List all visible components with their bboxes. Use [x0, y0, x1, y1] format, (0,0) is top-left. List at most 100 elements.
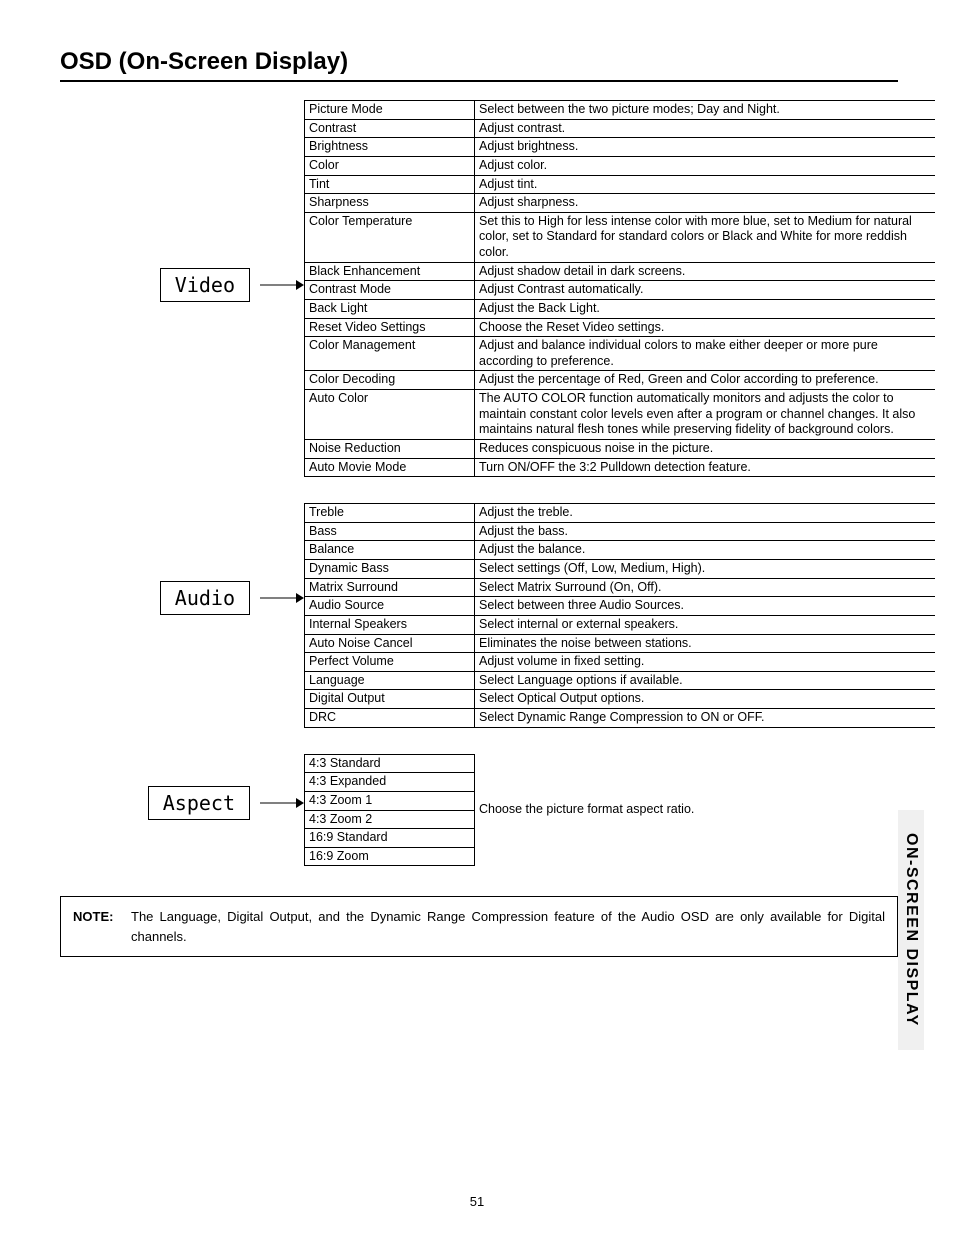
audio-table: TrebleAdjust the treble.BassAdjust the b…: [304, 503, 935, 728]
category-label-audio: Audio: [160, 581, 250, 615]
category-col: Aspect: [60, 754, 260, 852]
section-video: Video Picture ModeSelect between the two…: [60, 100, 898, 477]
table-row: TintAdjust tint.: [305, 175, 935, 194]
table-row: Picture ModeSelect between the two pictu…: [305, 101, 935, 120]
setting-desc: Choose the picture format aspect ratio.: [475, 754, 935, 866]
category-col: Video: [60, 100, 260, 470]
setting-desc: Select Language options if available.: [475, 671, 935, 690]
category-label-aspect: Aspect: [148, 786, 250, 820]
note-label: NOTE:: [73, 907, 131, 946]
table-row: Color TemperatureSet this to High for le…: [305, 212, 935, 262]
setting-name: Internal Speakers: [305, 615, 475, 634]
side-tab: ON-SCREEN DISPLAY: [898, 810, 924, 1050]
setting-desc: Select between the two picture modes; Da…: [475, 101, 935, 120]
setting-name: Contrast: [305, 119, 475, 138]
setting-desc: Adjust volume in fixed setting.: [475, 653, 935, 672]
table-row: ContrastAdjust contrast.: [305, 119, 935, 138]
page-title: OSD (On-Screen Display): [60, 48, 898, 82]
table-row: Digital OutputSelect Optical Output opti…: [305, 690, 935, 709]
table-row: TrebleAdjust the treble.: [305, 504, 935, 523]
setting-desc: Adjust color.: [475, 156, 935, 175]
setting-name: Color: [305, 156, 475, 175]
setting-name: Treble: [305, 504, 475, 523]
setting-name: Balance: [305, 541, 475, 560]
setting-desc: Adjust the Back Light.: [475, 299, 935, 318]
table-row: BrightnessAdjust brightness.: [305, 138, 935, 157]
table-row: Auto Noise CancelEliminates the noise be…: [305, 634, 935, 653]
table-row: SharpnessAdjust sharpness.: [305, 194, 935, 213]
setting-name: Auto Movie Mode: [305, 458, 475, 477]
table-row: Audio SourceSelect between three Audio S…: [305, 597, 935, 616]
setting-desc: Choose the Reset Video settings.: [475, 318, 935, 337]
setting-name: 4:3 Expanded: [305, 773, 475, 792]
setting-desc: Adjust shadow detail in dark screens.: [475, 262, 935, 281]
setting-name: Language: [305, 671, 475, 690]
side-tab-label: ON-SCREEN DISPLAY: [902, 833, 920, 1027]
setting-desc: Adjust tint.: [475, 175, 935, 194]
table-row: Dynamic BassSelect settings (Off, Low, M…: [305, 560, 935, 579]
setting-desc: Adjust the balance.: [475, 541, 935, 560]
note-text: The Language, Digital Output, and the Dy…: [131, 907, 885, 946]
setting-name: DRC: [305, 709, 475, 728]
page-number: 51: [0, 1194, 954, 1209]
setting-desc: Reduces conspicuous noise in the picture…: [475, 439, 935, 458]
setting-desc: Adjust Contrast automatically.: [475, 281, 935, 300]
video-table: Picture ModeSelect between the two pictu…: [304, 100, 935, 477]
table-row: LanguageSelect Language options if avail…: [305, 671, 935, 690]
setting-name: Back Light: [305, 299, 475, 318]
setting-desc: Adjust and balance individual colors to …: [475, 337, 935, 371]
setting-name: 16:9 Standard: [305, 829, 475, 848]
setting-name: 4:3 Zoom 2: [305, 810, 475, 829]
setting-desc: Adjust the bass.: [475, 522, 935, 541]
setting-desc: Turn ON/OFF the 3:2 Pulldown detection f…: [475, 458, 935, 477]
table-row: Perfect VolumeAdjust volume in fixed set…: [305, 653, 935, 672]
setting-name: Tint: [305, 175, 475, 194]
setting-name: Auto Color: [305, 390, 475, 440]
note-box: NOTE: The Language, Digital Output, and …: [60, 896, 898, 957]
table-row: Internal SpeakersSelect internal or exte…: [305, 615, 935, 634]
table-row: BalanceAdjust the balance.: [305, 541, 935, 560]
setting-name: 4:3 Zoom 1: [305, 791, 475, 810]
setting-desc: Select internal or external speakers.: [475, 615, 935, 634]
table-row: Back LightAdjust the Back Light.: [305, 299, 935, 318]
setting-name: Contrast Mode: [305, 281, 475, 300]
table-row: Reset Video SettingsChoose the Reset Vid…: [305, 318, 935, 337]
setting-name: Perfect Volume: [305, 653, 475, 672]
aspect-table: 4:3 StandardChoose the picture format as…: [304, 754, 935, 867]
setting-desc: Adjust the treble.: [475, 504, 935, 523]
setting-desc: Select Optical Output options.: [475, 690, 935, 709]
setting-desc: Select Dynamic Range Compression to ON o…: [475, 709, 935, 728]
setting-desc: Select settings (Off, Low, Medium, High)…: [475, 560, 935, 579]
setting-name: Auto Noise Cancel: [305, 634, 475, 653]
table-row: Auto ColorThe AUTO COLOR function automa…: [305, 390, 935, 440]
table-row: Noise ReductionReduces conspicuous noise…: [305, 439, 935, 458]
table-row: Contrast ModeAdjust Contrast automatical…: [305, 281, 935, 300]
setting-desc: Adjust the percentage of Red, Green and …: [475, 371, 935, 390]
arrow-icon: [260, 100, 304, 470]
table-row: 4:3 StandardChoose the picture format as…: [305, 754, 935, 773]
setting-desc: Adjust sharpness.: [475, 194, 935, 213]
setting-name: Dynamic Bass: [305, 560, 475, 579]
setting-desc: Adjust brightness.: [475, 138, 935, 157]
setting-name: Color Management: [305, 337, 475, 371]
setting-desc: Eliminates the noise between stations.: [475, 634, 935, 653]
section-aspect: Aspect 4:3 StandardChoose the picture fo…: [60, 754, 898, 867]
table-row: Color DecodingAdjust the percentage of R…: [305, 371, 935, 390]
section-audio: Audio TrebleAdjust the treble.BassAdjust…: [60, 503, 898, 728]
setting-name: Sharpness: [305, 194, 475, 213]
setting-name: Picture Mode: [305, 101, 475, 120]
setting-name: Digital Output: [305, 690, 475, 709]
category-col: Audio: [60, 503, 260, 693]
category-label-video: Video: [160, 268, 250, 302]
table-row: ColorAdjust color.: [305, 156, 935, 175]
page: OSD (On-Screen Display) Video Picture Mo…: [0, 0, 954, 1235]
setting-desc: Adjust contrast.: [475, 119, 935, 138]
table-row: Color ManagementAdjust and balance indiv…: [305, 337, 935, 371]
setting-name: Audio Source: [305, 597, 475, 616]
setting-desc: Set this to High for less intense color …: [475, 212, 935, 262]
setting-name: Matrix Surround: [305, 578, 475, 597]
table-row: Auto Movie ModeTurn ON/OFF the 3:2 Pulld…: [305, 458, 935, 477]
table-row: Matrix SurroundSelect Matrix Surround (O…: [305, 578, 935, 597]
arrow-icon: [260, 503, 304, 693]
table-row: DRCSelect Dynamic Range Compression to O…: [305, 709, 935, 728]
